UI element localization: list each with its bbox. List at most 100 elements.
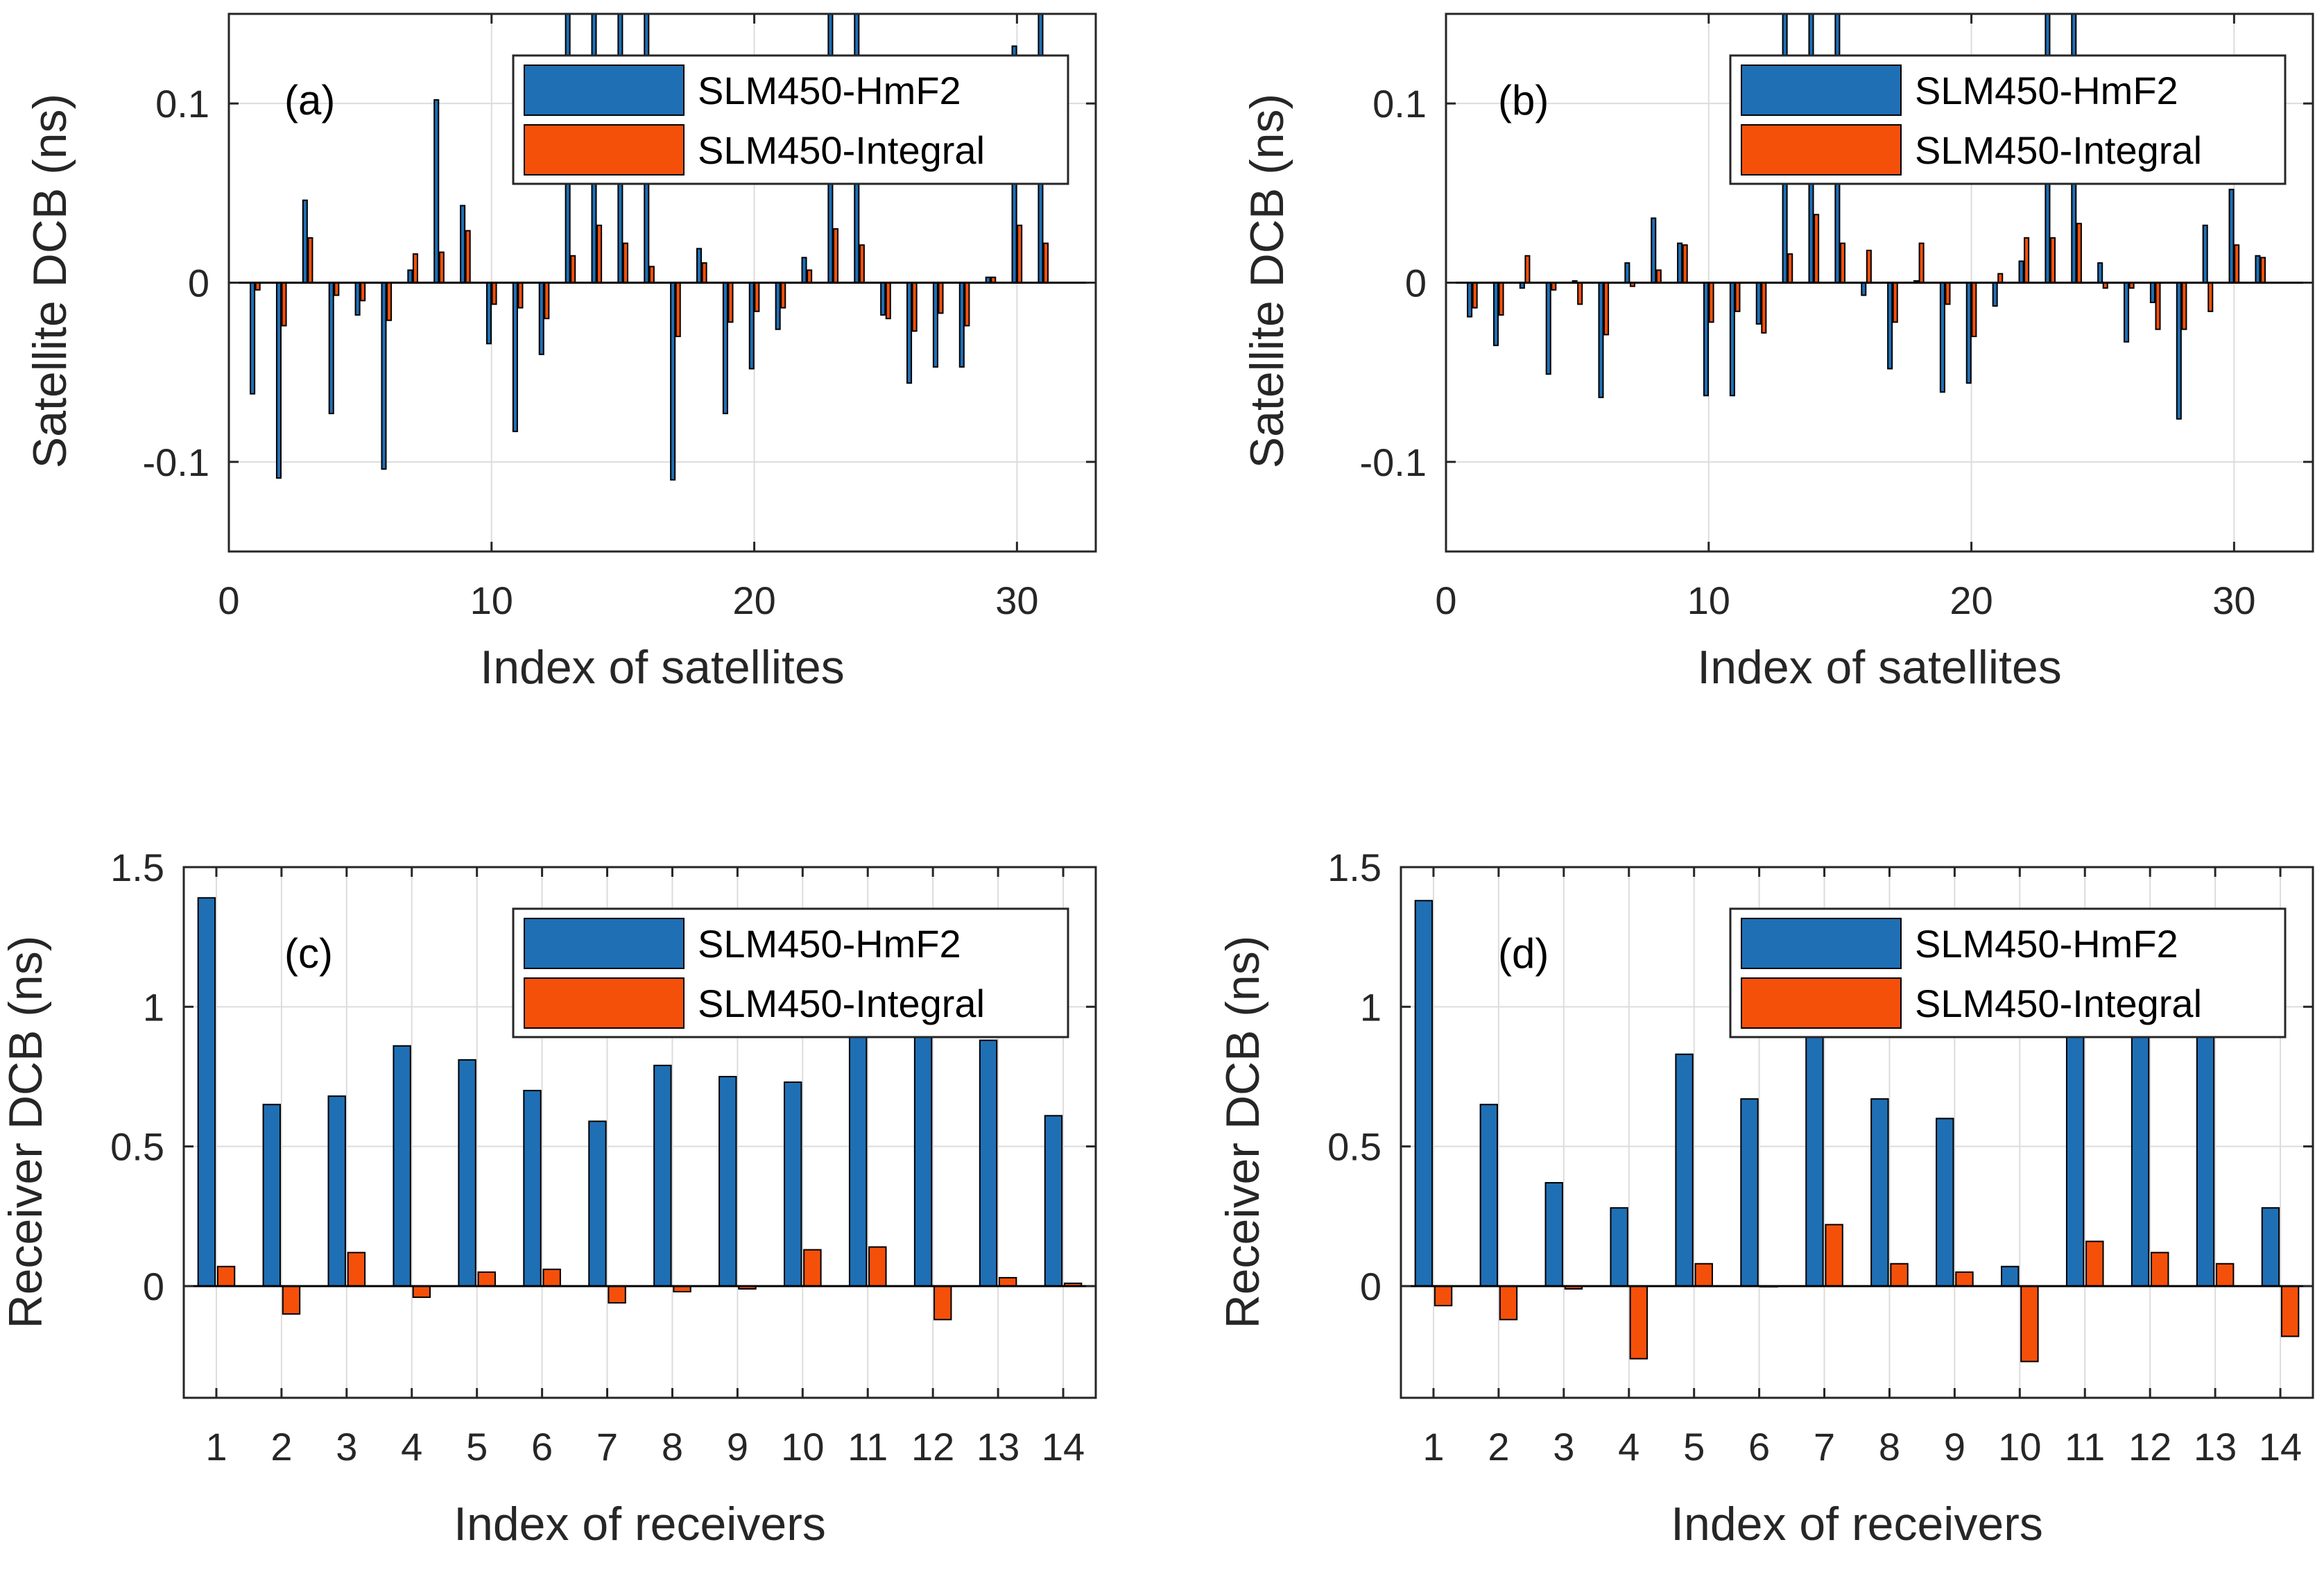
bar-hmf2 [381,282,387,470]
bar-hmf2 [748,282,755,370]
x-tick-label: 2 [1488,1425,1509,1469]
bar-integral [1945,282,1951,305]
bar-hmf2 [932,282,938,368]
bar-hmf2 [588,1120,607,1287]
panel-label: (a) [284,77,335,123]
y-tick-label: 0.5 [1327,1125,1382,1169]
bar-hmf2 [328,282,334,415]
bar-integral [2260,257,2266,284]
bar-integral [2234,244,2240,284]
bar-hmf2 [801,257,807,284]
bar-integral [542,1268,561,1287]
bar-hmf2 [722,282,728,415]
bar-integral [360,282,366,302]
bar-hmf2 [523,1090,542,1287]
x-tick-label: 30 [995,579,1038,622]
bar-integral [1655,269,1662,284]
bar-hmf2 [1939,282,1945,393]
bar-group [197,897,1083,1321]
bar-hmf2 [407,269,413,284]
bar-integral [1498,282,1504,316]
bar-hmf2 [1492,282,1499,346]
bar-integral [807,269,813,284]
bar-integral [1971,282,1977,337]
x-tick-label: 13 [976,1425,1019,1469]
bar-integral [1997,273,2004,284]
bar-integral [334,282,340,296]
bar-hmf2 [2261,1207,2280,1287]
bar-hmf2 [906,282,913,384]
bar-hmf2 [2202,224,2208,284]
bar-hmf2 [1870,1098,1889,1287]
bar-integral [307,237,313,284]
bar-hmf2 [1675,1053,1694,1287]
bar-integral [544,282,550,320]
x-tick-label: 7 [1814,1425,1835,1469]
bar-hmf2 [670,282,676,481]
bar-integral [1499,1285,1518,1321]
x-tick-label: 0 [1435,579,1456,622]
legend-label-hmf2: SLM450-HmF2 [698,922,961,966]
bar-hmf2 [880,282,886,316]
bar-integral [386,282,393,321]
x-tick-label: 10 [470,579,513,622]
bar-integral [438,251,445,284]
bar-hmf2 [784,1081,802,1287]
bar-group [1414,900,2300,1362]
bar-hmf2 [2255,255,2261,284]
bar-hmf2 [2228,189,2235,284]
bar-hmf2 [913,1034,933,1287]
legend-label-integral: SLM450-Integral [1915,982,2202,1025]
bar-hmf2 [1414,900,1434,1287]
bar-integral [1787,253,1793,284]
x-axis-label: Index of satellites [1697,641,2061,694]
bar-integral [255,282,261,291]
bar-integral [1603,282,1610,336]
x-tick-label: 6 [531,1425,553,1469]
x-tick-label: 30 [2212,579,2255,622]
axes-box [182,866,1097,1399]
bar-hmf2 [1598,282,1604,398]
bar-integral [2207,282,2214,312]
legend-swatch-hmf2 [1741,65,1902,116]
bar-hmf2 [354,282,361,316]
bar-integral [347,1251,366,1287]
axes-box [1400,866,2314,1399]
x-tick-label: 5 [466,1425,488,1469]
legend-label-hmf2: SLM450-HmF2 [698,69,961,112]
bar-integral [1866,250,1872,284]
y-tick-label: 1 [1360,985,1382,1029]
bar-hmf2 [1703,282,1710,397]
bar-integral [1434,1285,1453,1307]
legend-swatch-hmf2 [524,918,685,969]
bar-hmf2 [696,248,703,284]
bar-integral [2215,1263,2235,1287]
bar-hmf2 [2124,282,2130,343]
bar-hmf2 [458,1059,476,1287]
bar-integral [938,282,944,314]
x-tick-label: 12 [911,1425,954,1469]
bar-hmf2 [1624,262,1630,284]
bar-hmf2 [433,99,440,284]
bar-integral [1043,242,1049,284]
bar-integral [1551,282,1557,291]
legend-swatch-integral [1741,124,1902,176]
bar-integral [1892,282,1898,323]
legend-swatch-hmf2 [1741,918,1902,969]
bar-integral [517,282,524,309]
x-tick-label: 8 [662,1425,683,1469]
y-tick-label: 0 [1360,1265,1382,1308]
panel-a: 0 10 20 30 -0.1 0 0.1 Index of satellites Satell… [24,12,1097,694]
legend: SLM450-HmF2 SLM450-Integral [1729,907,2287,1038]
bar-hmf2 [2097,262,2103,284]
bar-hmf2 [1044,1115,1063,1287]
bar-hmf2 [302,199,308,284]
bar-hmf2 [1610,1207,1628,1287]
bar-integral [608,1285,626,1304]
x-tick-label: 13 [2194,1425,2237,1469]
bar-integral [1735,282,1741,312]
bar-hmf2 [1740,1098,1759,1287]
bar-integral [2280,1285,2300,1337]
bar-hmf2 [275,282,282,479]
